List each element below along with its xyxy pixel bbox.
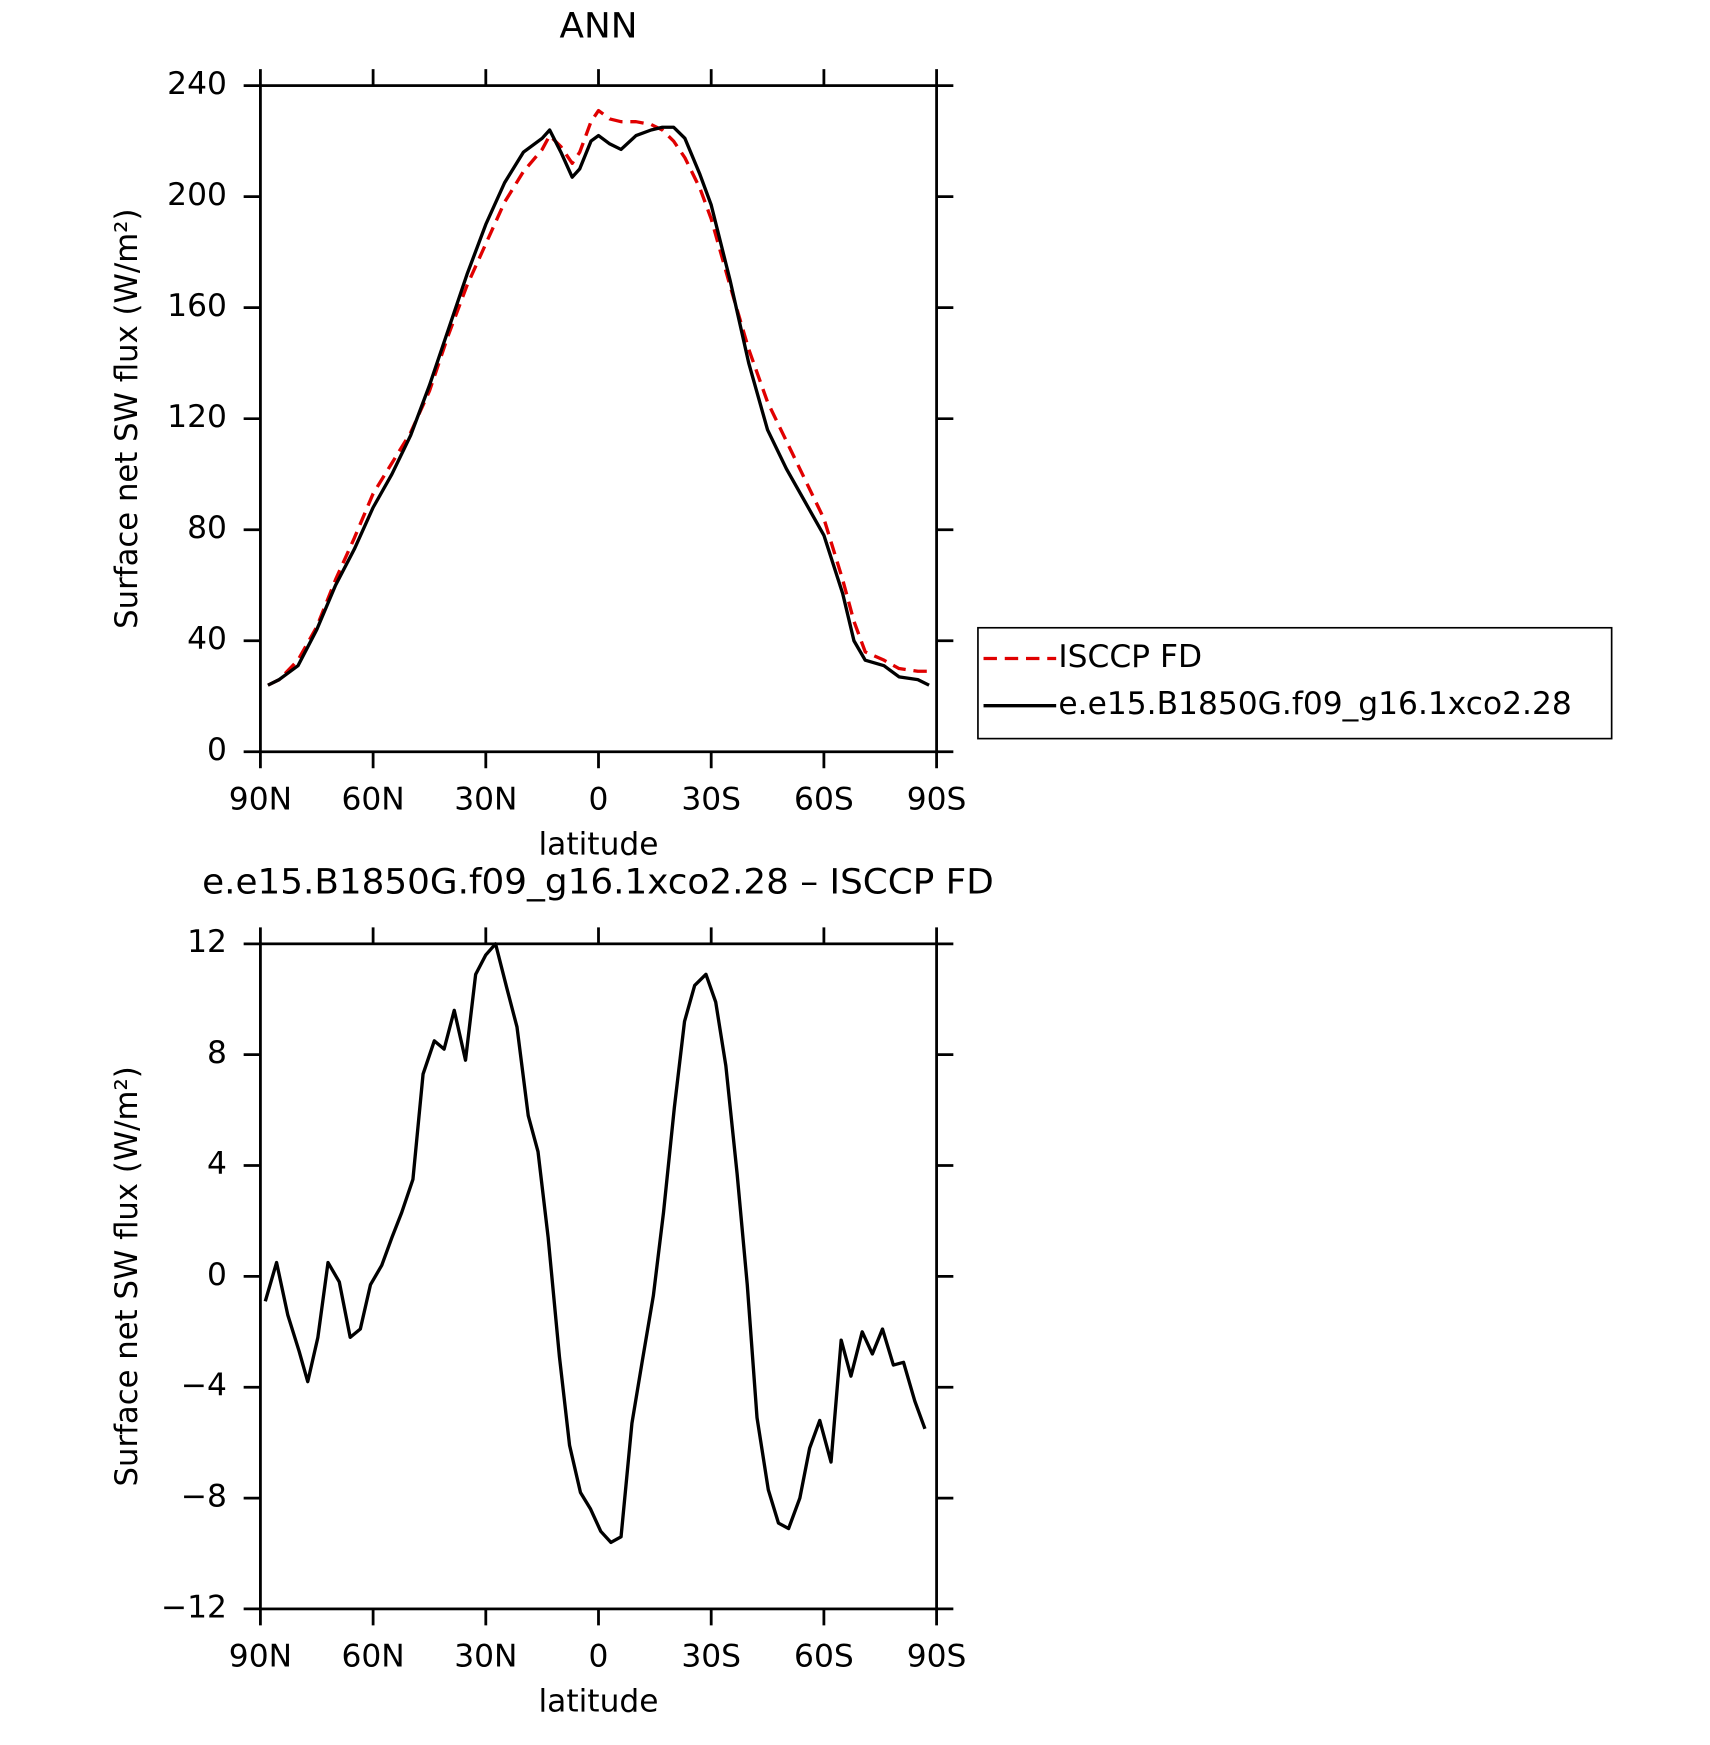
y-tick-label: 160 xyxy=(167,288,227,324)
y-axis-label: Surface net SW flux (W/m²) xyxy=(109,1066,145,1486)
x-tick-label: 30N xyxy=(454,782,517,818)
chart-title: e.e15.B1850G.f09_g16.1xco2.28 – ISCCP FD xyxy=(202,862,994,903)
x-tick-label: 30S xyxy=(681,1639,741,1675)
difference-line xyxy=(263,942,927,1545)
y-tick-label: 0 xyxy=(207,732,227,768)
y-axis-label: Surface net SW flux (W/m²) xyxy=(109,209,145,629)
chart-title: ANN xyxy=(560,6,638,47)
x-tick-label: 30N xyxy=(454,1639,517,1675)
plot-frame xyxy=(259,942,938,1611)
y-tick-label: 0 xyxy=(207,1257,227,1293)
x-tick-label: 60S xyxy=(794,782,854,818)
y-tick-label: 4 xyxy=(207,1146,227,1182)
x-tick-label: 90N xyxy=(229,782,292,818)
y-tick-label: 120 xyxy=(167,399,227,435)
x-tick-label: 60N xyxy=(342,1639,405,1675)
x-tick-label: 60N xyxy=(342,782,405,818)
x-tick-label: 0 xyxy=(589,782,609,818)
x-tick-label: 90S xyxy=(907,1639,967,1675)
x-tick-label: 0 xyxy=(589,1639,609,1675)
plot-frame xyxy=(259,84,938,754)
x-tick-label: 90S xyxy=(907,782,967,818)
series-line xyxy=(267,108,930,687)
legend-label: ISCCP FD xyxy=(1058,639,1202,675)
x-tick-label: 90N xyxy=(229,1639,292,1675)
x-axis-label: latitude xyxy=(538,1684,658,1720)
legend-label: e.e15.B1850G.f09_g16.1xco2.28 xyxy=(1058,686,1571,722)
y-tick-label: −8 xyxy=(181,1479,227,1515)
y-tick-label: 80 xyxy=(187,510,227,546)
x-tick-label: 60S xyxy=(794,1639,854,1675)
y-tick-label: 12 xyxy=(187,925,227,961)
y-tick-label: 40 xyxy=(187,621,227,657)
y-tick-label: −12 xyxy=(161,1590,227,1626)
legend-box xyxy=(977,626,1613,740)
x-tick-label: 30S xyxy=(681,782,741,818)
y-tick-label: 240 xyxy=(167,66,227,102)
x-axis-label: latitude xyxy=(538,827,658,863)
y-tick-label: 8 xyxy=(207,1035,227,1071)
y-tick-label: 200 xyxy=(167,177,227,213)
series-line xyxy=(267,125,930,687)
y-tick-label: −4 xyxy=(181,1368,227,1404)
